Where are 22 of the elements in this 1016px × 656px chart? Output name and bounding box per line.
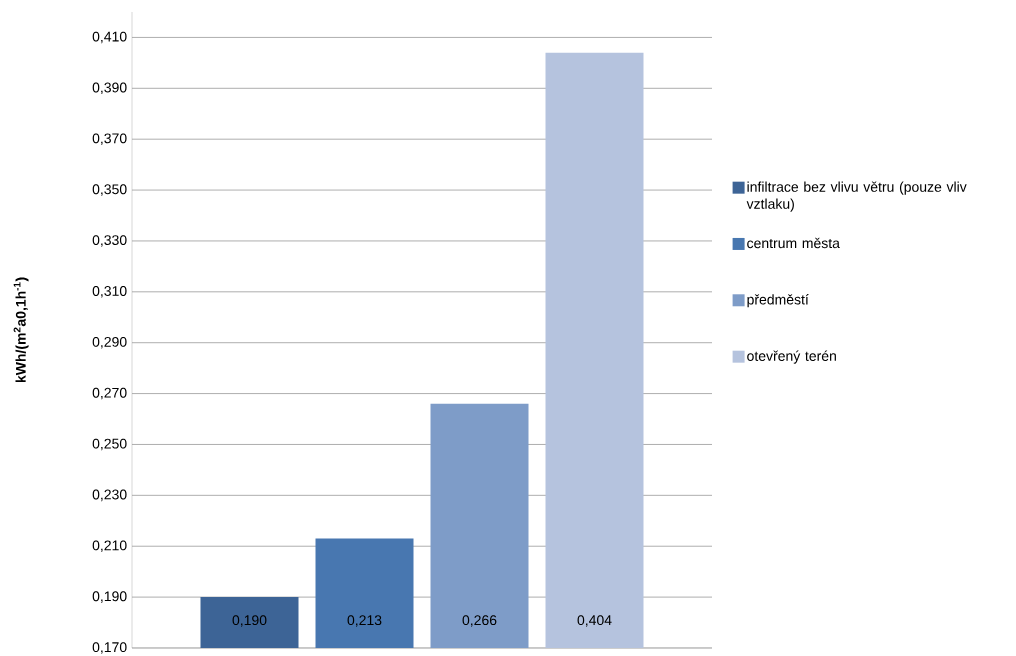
y-tick-label: 0,190: [92, 591, 127, 603]
y-tick-label: 0,330: [92, 235, 127, 247]
data-label: 0,404: [577, 615, 612, 627]
legend-label: otevřený terén: [747, 350, 836, 364]
legend-label: centrum města: [747, 237, 840, 249]
y-tick-label: 0,250: [92, 438, 127, 451]
y-tick-label: 0,210: [92, 540, 127, 553]
data-label: 0,213: [347, 615, 382, 627]
y-tick-label: 0,370: [92, 133, 127, 145]
y-axis-title: kWh/(m$^{2}$a0,1h$^{-1}$): [13, 277, 29, 383]
legend-label: předměstí: [747, 294, 809, 308]
y-tick-label: 0,310: [92, 286, 127, 298]
data-label: 0,266: [462, 615, 497, 627]
legend-label: infiltrace bez vlivu větru (pouze vliv vztlaku): [746, 181, 967, 212]
y-tick-label: 0,290: [92, 336, 127, 349]
y-tick-label: 0,390: [92, 82, 127, 95]
y-tick-label: 0,170: [92, 642, 127, 654]
y-tick-label: 0,270: [92, 387, 127, 400]
y-tick-label: 0,350: [92, 184, 127, 196]
data-label: 0,190: [232, 615, 267, 627]
y-tick-label: 0,410: [92, 31, 127, 44]
y-tick-label: 0,230: [92, 489, 127, 502]
